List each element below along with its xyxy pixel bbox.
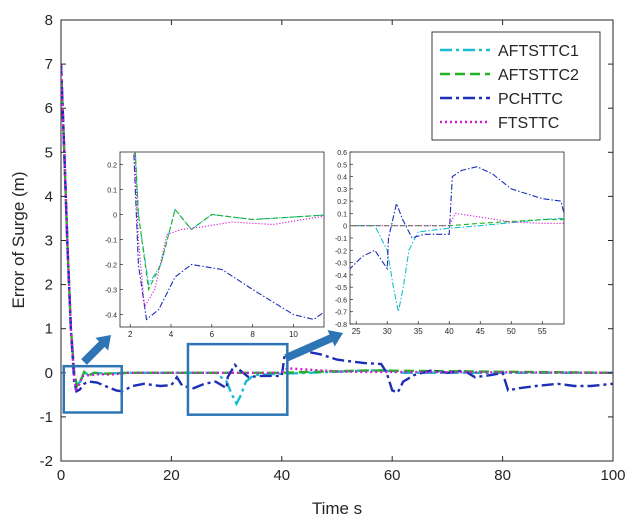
inset-x-tick-label: 25 <box>352 327 361 336</box>
inset-y-tick-label: -0.4 <box>335 273 347 280</box>
inset-series <box>350 166 564 312</box>
inset-y-tick-label: -0.1 <box>105 238 117 245</box>
inset-y-tick-label: 0.1 <box>337 211 347 218</box>
inset-y-tick-label: 0 <box>343 224 347 231</box>
x-tick-label: 60 <box>384 467 401 484</box>
inset-x-tick-label: 30 <box>383 327 392 336</box>
x-tick-label: 20 <box>163 467 180 484</box>
zoom-box-2 <box>186 342 289 416</box>
inset-y-tick-label: -0.7 <box>335 310 347 317</box>
y-tick-label: 1 <box>45 321 53 338</box>
y-tick-label: 0 <box>45 365 53 382</box>
legend-label-pchttc: PCHTTC <box>498 91 563 108</box>
inset-y-tick-label: -0.3 <box>105 288 117 295</box>
y-tick-label: 4 <box>45 188 53 205</box>
inset-x-tick-label: 40 <box>445 327 454 336</box>
inset-y-tick-label: -0.8 <box>335 322 347 329</box>
inset-y-tick-label: 0.2 <box>337 199 347 206</box>
zoom-annotations <box>62 329 344 416</box>
legend: AFTSTTC1 AFTSTTC2 PCHTTC FTSTTC <box>431 31 601 141</box>
inset-y-tick-label: 0.1 <box>107 188 117 195</box>
y-tick-label: -1 <box>40 409 53 426</box>
inset-y-tick-label: 0.3 <box>337 187 347 194</box>
y-tick-label: 5 <box>45 144 53 161</box>
inset-y-tick-label: -0.5 <box>335 285 347 292</box>
inset-x-tick-label: 50 <box>507 327 516 336</box>
inset-x-tick-label: 4 <box>169 330 174 339</box>
zoom-arrow-1 <box>81 335 111 365</box>
inset-y-tick-label: 0.6 <box>337 150 347 157</box>
inset-series-line-ftsttc <box>133 152 324 309</box>
legend-label-aftsttc1: AFTSTTC1 <box>498 43 579 60</box>
inset-x-tick-label: 35 <box>414 327 423 336</box>
x-tick-label: 100 <box>600 467 625 484</box>
inset-y-tick-label: -0.2 <box>105 263 117 270</box>
inset-x-tick-label: 6 <box>210 330 215 339</box>
inset-2-frame <box>349 151 565 325</box>
legend-label-ftsttc: FTSTTC <box>498 115 559 132</box>
inset-y-tick-label: -0.1 <box>335 236 347 243</box>
inset-1-frame <box>119 151 325 328</box>
x-axis-label: Time s <box>312 499 362 518</box>
zoom-arrow-2 <box>284 329 344 362</box>
inset-1-group: 2 4 6 8 10 0.2 0.1 0 -0.1 -0.2 -0.3 -0.4 <box>105 151 325 339</box>
y-axis-label: Error of Surge (m) <box>9 172 28 309</box>
inset-y-tick-label: 0.4 <box>337 175 347 182</box>
inset-y-tick-label: 0 <box>113 213 117 220</box>
inset-2-group: 25 30 35 40 45 50 55 0.6 0.5 0.4 0.3 0.2 0.1 0 -0.1 -0.… <box>335 150 565 336</box>
inset-x-tick-label: 2 <box>128 330 133 339</box>
main-series-group <box>61 64 613 407</box>
y-tick-label: 8 <box>45 12 53 29</box>
inset-x-tick-label: 45 <box>476 327 485 336</box>
x-tick-label: 80 <box>494 467 511 484</box>
inset-series <box>133 152 324 321</box>
x-tick-label: 0 <box>57 467 65 484</box>
x-tick-label: 40 <box>273 467 290 484</box>
inset-series-line-aftsttc2 <box>350 219 564 227</box>
y-tick-label: 6 <box>45 100 53 117</box>
inset-y-tick-label: -0.3 <box>335 261 347 268</box>
legend-label-aftsttc2: AFTSTTC2 <box>498 67 579 84</box>
inset-y-tick-label: -0.4 <box>105 313 117 320</box>
y-tick-label: 2 <box>45 277 53 294</box>
inset-x-tick-label: 55 <box>538 327 547 336</box>
inset-y-tick-label: 0.5 <box>337 162 347 169</box>
inset-y-tick-label: -0.2 <box>335 248 347 255</box>
y-tick-label: -2 <box>40 453 53 470</box>
series-line-aftsttc2 <box>61 64 613 389</box>
inset-y-tick-label: 0.2 <box>107 163 117 170</box>
series-line-ftsttc <box>61 64 613 392</box>
series-line-pchttc <box>61 64 613 395</box>
zoom-box-1 <box>62 364 123 414</box>
inset-x-tick-label: 10 <box>289 330 298 339</box>
inset-y-tick-label: -0.6 <box>335 297 347 304</box>
inset-series-line-pchttc <box>350 166 564 271</box>
y-tick-label: 3 <box>45 233 53 250</box>
y-tick-label: 7 <box>45 56 53 73</box>
inset-x-tick-label: 8 <box>250 330 255 339</box>
